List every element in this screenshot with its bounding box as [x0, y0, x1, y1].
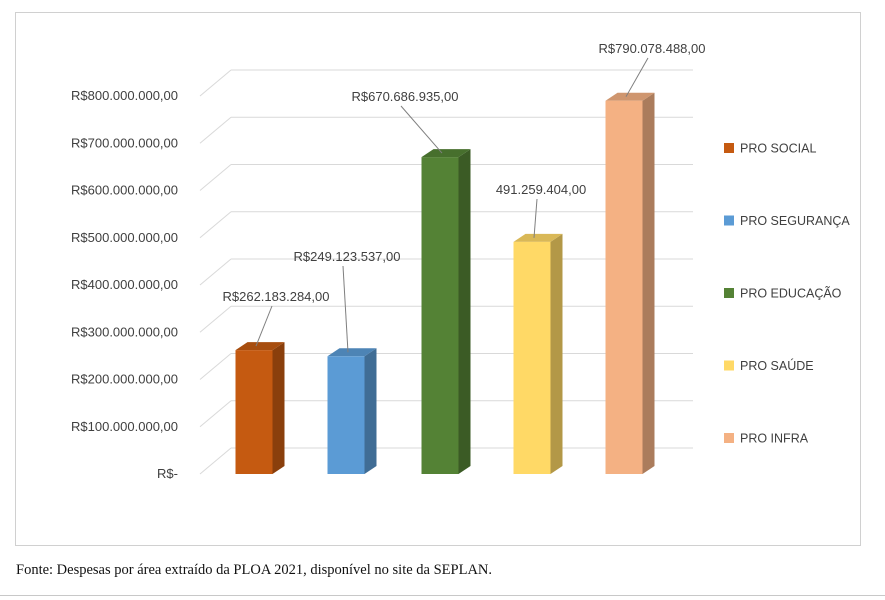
legend-swatch: [724, 433, 734, 443]
bar-1: [235, 342, 285, 474]
legend-swatch: [724, 143, 734, 153]
bar-front-face: [513, 241, 551, 474]
gridline-depth: [199, 305, 232, 333]
legend-swatch: [724, 360, 734, 371]
legend-item: PRO INFRA: [724, 432, 809, 446]
legend-item: PRO SEGURANÇA: [724, 214, 850, 228]
data-label-leader: [533, 198, 538, 238]
data-label: R$249.123.537,00: [294, 249, 401, 264]
bottom-divider: [0, 595, 885, 596]
bar-top-face: [327, 348, 377, 357]
legend-label: PRO INFRA: [740, 432, 809, 446]
data-label-leader: [400, 105, 443, 154]
bar-top-face: [235, 342, 285, 351]
bar-side-face: [364, 348, 377, 474]
bar-side-face: [642, 92, 655, 474]
source-note: Fonte: Despesas por área extraído da PLO…: [16, 562, 493, 578]
bar-3: [421, 149, 471, 475]
legend-item: PRO EDUCAÇÃO: [724, 287, 842, 301]
data-label-leader: [342, 265, 349, 353]
bar-front-face: [327, 356, 365, 474]
data-label: R$790.078.488,00: [599, 41, 706, 56]
gridline-depth: [199, 211, 232, 239]
gridline-depth: [199, 400, 232, 428]
legend-item: PRO SOCIAL: [724, 142, 816, 156]
legend-label: PRO EDUCAÇÃO: [740, 287, 842, 301]
legend-swatch: [724, 215, 734, 226]
bar-front-face: [605, 100, 643, 474]
gridline-depth: [199, 164, 232, 191]
y-tick-label: R$100.000.000,00: [71, 419, 178, 434]
y-tick-label: R$400.000.000,00: [71, 277, 178, 292]
gridline-depth: [199, 353, 232, 380]
legend-swatch: [724, 288, 734, 298]
data-label-leader: [625, 57, 649, 97]
data-label: R$670.686.935,00: [352, 89, 459, 104]
bar-2: [327, 348, 377, 474]
y-tick-label: R$300.000.000,00: [71, 324, 178, 339]
data-label: 491.259.404,00: [496, 182, 586, 197]
gridline-depth: [199, 116, 232, 144]
bar-side-face: [272, 342, 285, 474]
gridline-depth: [199, 69, 232, 97]
data-label: R$262.183.284,00: [223, 289, 330, 304]
bar-side-face: [550, 233, 563, 474]
legend-item: PRO SAÚDE: [724, 358, 814, 373]
y-tick-label: R$200.000.000,00: [71, 372, 178, 387]
gridline-depth: [199, 447, 232, 475]
bar-5: [605, 92, 655, 474]
legend-label: PRO SOCIAL: [740, 142, 816, 156]
bar-front-face: [421, 157, 459, 475]
bar-front-face: [235, 350, 273, 474]
y-tick-label: R$-: [157, 466, 178, 481]
bar-top-face: [605, 92, 655, 101]
bar-top-face: [513, 233, 563, 242]
gridline-depth: [199, 258, 232, 286]
y-tick-label: R$800.000.000,00: [71, 88, 178, 103]
legend-label: PRO SEGURANÇA: [740, 214, 850, 228]
y-tick-label: R$600.000.000,00: [71, 183, 178, 198]
legend-label: PRO SAÚDE: [740, 358, 814, 373]
bar-4: [513, 233, 563, 474]
bar-side-face: [458, 149, 471, 475]
y-tick-label: R$700.000.000,00: [71, 135, 178, 150]
data-label-leader: [255, 305, 273, 347]
y-tick-label: R$500.000.000,00: [71, 230, 178, 245]
bar-top-face: [421, 149, 471, 158]
